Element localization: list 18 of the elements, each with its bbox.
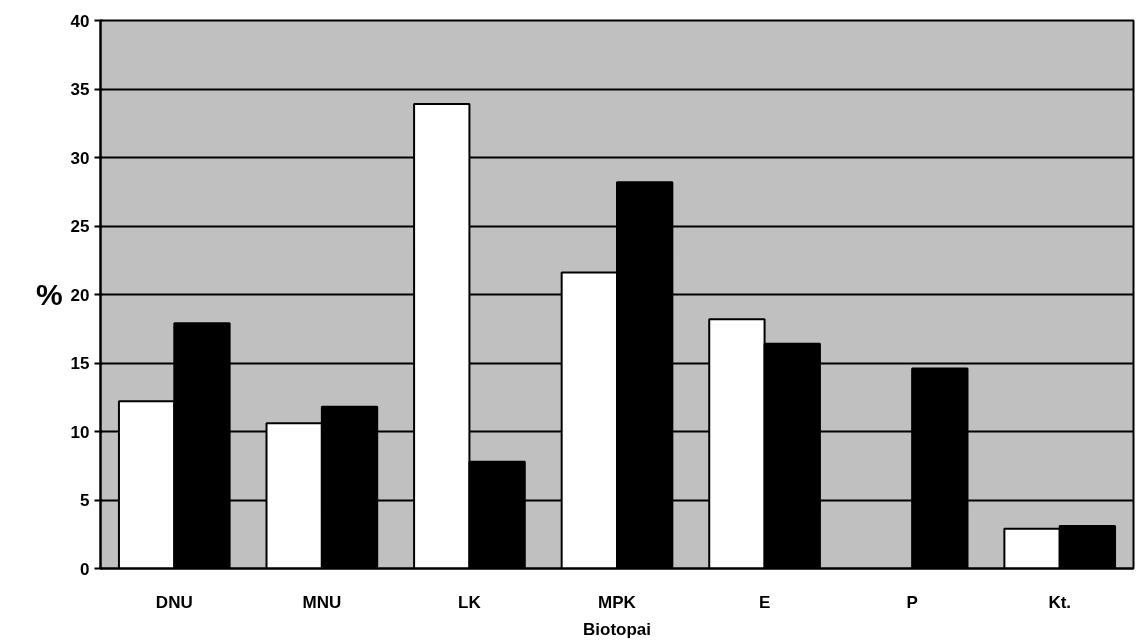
- y-tick-label: 15: [70, 354, 90, 373]
- x-tick-label: DNU: [155, 592, 193, 612]
- x-tick-label: P: [906, 592, 918, 612]
- x-axis-title: Biotopai: [583, 619, 651, 639]
- x-tick-label: Kt.: [1048, 592, 1072, 612]
- y-tick-label: 20: [70, 285, 90, 305]
- y-tick-label: 30: [70, 148, 90, 168]
- y-tick-label: 5: [80, 491, 90, 510]
- x-tick-label: LK: [458, 592, 482, 612]
- x-tick-label: E: [758, 592, 771, 612]
- y-tick-label: 25: [70, 217, 90, 236]
- y-tick-label: 40: [70, 11, 90, 31]
- x-tick-label: MNU: [302, 592, 342, 612]
- y-tick-label: 10: [70, 422, 90, 442]
- y-axis-title: %: [35, 278, 63, 311]
- y-tick-label: 35: [70, 80, 90, 99]
- x-tick-label: MPK: [598, 592, 637, 612]
- y-tick-label: 0: [80, 559, 90, 579]
